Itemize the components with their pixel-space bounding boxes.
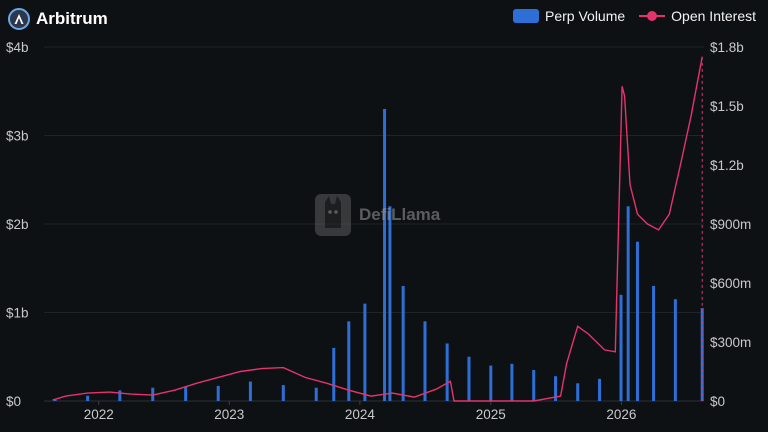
- perp-volume-bar: [53, 399, 57, 401]
- watermark: DefiLlama: [313, 192, 440, 238]
- y-left-tick-label: $3b: [6, 129, 29, 144]
- perp-volume-bar: [467, 356, 471, 401]
- y-right-tick-label: $300m: [710, 335, 751, 350]
- y-left-tick-label: $1b: [6, 306, 29, 321]
- perp-volume-bar: [332, 347, 336, 401]
- y-left-tick-label: $4b: [6, 40, 29, 55]
- brand: Arbitrum: [8, 8, 108, 30]
- y-right-tick-label: $1.5b: [710, 99, 744, 114]
- perp-volume-bar: [673, 299, 677, 401]
- open-interest-line: [52, 56, 703, 402]
- legend: Perp Volume Open Interest: [513, 8, 756, 24]
- llama-icon: [315, 194, 351, 236]
- perp-volume-bar: [151, 387, 155, 401]
- watermark-text: DefiLlama: [359, 205, 441, 224]
- perp-volume-swatch: [513, 9, 539, 23]
- perp-volume-bar: [445, 343, 449, 401]
- legend-label: Open Interest: [671, 8, 756, 24]
- perp-volume-bar: [248, 381, 252, 401]
- legend-label: Perp Volume: [545, 8, 626, 24]
- perp-volume-bar: [184, 386, 188, 401]
- perp-volume-bar: [281, 385, 285, 401]
- perp-volume-bar: [635, 241, 639, 401]
- perp-volume-bar: [626, 206, 630, 401]
- chart-header: Arbitrum Perp Volume Open Interest: [0, 0, 768, 40]
- perp-volume-bar: [216, 385, 220, 401]
- y-right-tick-label: $900m: [710, 217, 751, 232]
- y-right-tick-label: $1.2b: [710, 158, 744, 173]
- perp-volume-bar: [576, 383, 580, 401]
- x-tick-label: 2026: [606, 407, 636, 422]
- legend-item-open-interest[interactable]: Open Interest: [639, 8, 756, 24]
- perp-volume-bar: [532, 370, 536, 401]
- perp-volume-bar: [383, 108, 387, 401]
- perp-volume-bar: [619, 294, 623, 401]
- y-left-tick-label: $0: [6, 394, 21, 409]
- legend-item-perp-volume[interactable]: Perp Volume: [513, 8, 625, 24]
- perp-volume-bar: [700, 308, 704, 401]
- x-tick-label: 2023: [214, 407, 244, 422]
- perp-volume-bar: [554, 376, 558, 401]
- y-axis-right: $0 $300m $600m $900m $1.2b $1.5b $1.8b: [710, 40, 751, 409]
- perp-volume-bar: [652, 285, 656, 401]
- perp-volume-bar: [388, 206, 392, 401]
- x-tick-label: 2022: [84, 407, 114, 422]
- perp-volume-bar: [489, 365, 493, 401]
- perp-volume-bars: [53, 108, 704, 401]
- x-tick-label: 2025: [476, 407, 506, 422]
- x-axis: 2022 2023 2024 2025 2026: [84, 407, 637, 422]
- perp-volume-bar: [86, 395, 90, 401]
- y-right-tick-label: $600m: [710, 276, 751, 291]
- perp-volume-bar: [401, 285, 405, 401]
- y-axis-left: $0 $1b $2b $3b $4b: [6, 40, 29, 409]
- perp-volume-bar: [423, 321, 427, 401]
- y-right-tick-label: $0: [710, 394, 725, 409]
- open-interest-swatch: [639, 9, 666, 23]
- perp-volume-bar: [510, 363, 514, 401]
- perp-volume-bar: [347, 321, 351, 401]
- perp-volume-bar: [363, 303, 367, 401]
- perp-volume-bar: [314, 387, 318, 401]
- x-tick-label: 2024: [345, 407, 376, 422]
- arbitrum-logo-icon: [8, 8, 30, 30]
- y-right-tick-label: $1.8b: [710, 40, 744, 55]
- perp-volume-bar: [598, 378, 602, 401]
- y-left-tick-label: $2b: [6, 217, 29, 232]
- chart-title: Arbitrum: [36, 9, 108, 28]
- perp-volume-bar: [118, 390, 122, 401]
